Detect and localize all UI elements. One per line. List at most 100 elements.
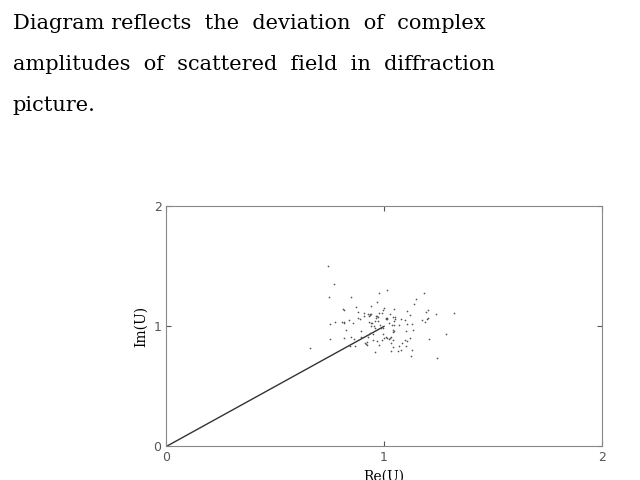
Point <box>372 337 383 345</box>
Point <box>397 339 408 347</box>
Point <box>432 354 442 362</box>
Point <box>389 317 399 324</box>
Point <box>350 342 360 349</box>
Point <box>371 314 381 322</box>
Point <box>396 346 406 354</box>
Point <box>381 315 391 323</box>
Point <box>364 330 374 338</box>
Point <box>362 341 372 349</box>
Point <box>423 306 433 314</box>
Point <box>402 337 412 345</box>
Y-axis label: Im(U): Im(U) <box>134 306 148 347</box>
Point <box>388 327 399 335</box>
Point <box>402 308 412 315</box>
Point <box>388 336 399 344</box>
Point <box>339 318 349 325</box>
Text: picture.: picture. <box>13 96 95 115</box>
Text: amplitudes  of  scattered  field  in  diffraction: amplitudes of scattered field in diffrac… <box>13 55 495 74</box>
Point <box>355 315 365 323</box>
Point <box>346 293 356 301</box>
Point <box>388 313 398 321</box>
Point <box>393 347 403 354</box>
Point <box>381 314 392 322</box>
Point <box>422 315 432 323</box>
Point <box>381 316 392 324</box>
Point <box>371 312 381 320</box>
Point <box>387 328 397 336</box>
Point <box>341 326 351 334</box>
Point <box>375 322 385 329</box>
Point <box>382 334 392 341</box>
Point <box>366 319 376 327</box>
Point <box>386 348 396 355</box>
Point <box>387 322 397 329</box>
Point <box>389 305 399 312</box>
Point <box>305 344 315 352</box>
Point <box>362 338 372 346</box>
Point <box>353 314 364 322</box>
Point <box>366 323 376 330</box>
Point <box>349 336 359 343</box>
Point <box>363 311 373 318</box>
Point <box>388 326 399 334</box>
Point <box>365 302 376 310</box>
Point <box>401 342 412 350</box>
Point <box>324 320 335 327</box>
Point <box>370 324 380 331</box>
Point <box>373 341 383 349</box>
Point <box>378 324 388 332</box>
Point <box>424 335 434 342</box>
Point <box>441 330 451 338</box>
Point <box>371 317 381 325</box>
Point <box>409 300 419 308</box>
Point <box>368 336 378 344</box>
Point <box>348 319 358 327</box>
Point <box>346 333 356 340</box>
Point <box>356 333 367 340</box>
Point <box>419 289 429 297</box>
Point <box>449 309 459 317</box>
Point <box>377 336 387 344</box>
Point <box>370 348 380 355</box>
Point <box>385 310 395 317</box>
Point <box>360 339 370 347</box>
Point <box>400 336 410 344</box>
Point <box>381 314 392 322</box>
Point <box>329 280 339 288</box>
Point <box>372 312 383 320</box>
Point <box>420 319 431 326</box>
Point <box>376 324 386 332</box>
Point <box>378 304 388 312</box>
Point <box>358 310 369 317</box>
Point <box>374 289 385 297</box>
Point <box>389 322 399 329</box>
Point <box>402 320 412 327</box>
Point <box>369 322 380 330</box>
Point <box>420 308 431 315</box>
Point <box>384 320 394 327</box>
Point <box>359 312 369 320</box>
Point <box>330 319 340 326</box>
Point <box>365 310 376 318</box>
Point <box>422 314 433 322</box>
Point <box>386 333 396 341</box>
Point <box>339 334 349 342</box>
Point <box>394 342 404 349</box>
Point <box>365 311 375 318</box>
Point <box>368 330 378 337</box>
Point <box>377 309 387 317</box>
Point <box>400 316 410 324</box>
Point <box>384 336 394 343</box>
Point <box>372 313 383 321</box>
Point <box>374 309 384 317</box>
Point <box>404 335 415 342</box>
Point <box>356 327 366 335</box>
Point <box>378 306 388 313</box>
Point <box>378 330 388 337</box>
Point <box>337 318 348 326</box>
Point <box>344 316 355 324</box>
Point <box>390 312 401 320</box>
Point <box>394 321 404 329</box>
Point <box>337 306 348 313</box>
Point <box>365 311 375 318</box>
